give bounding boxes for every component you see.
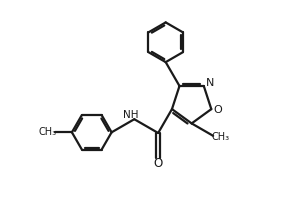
Text: CH₃: CH₃ [39,127,57,137]
Text: N: N [206,78,214,88]
Text: O: O [154,157,163,170]
Text: NH: NH [123,110,139,120]
Text: CH₃: CH₃ [212,132,230,142]
Text: O: O [213,105,222,115]
